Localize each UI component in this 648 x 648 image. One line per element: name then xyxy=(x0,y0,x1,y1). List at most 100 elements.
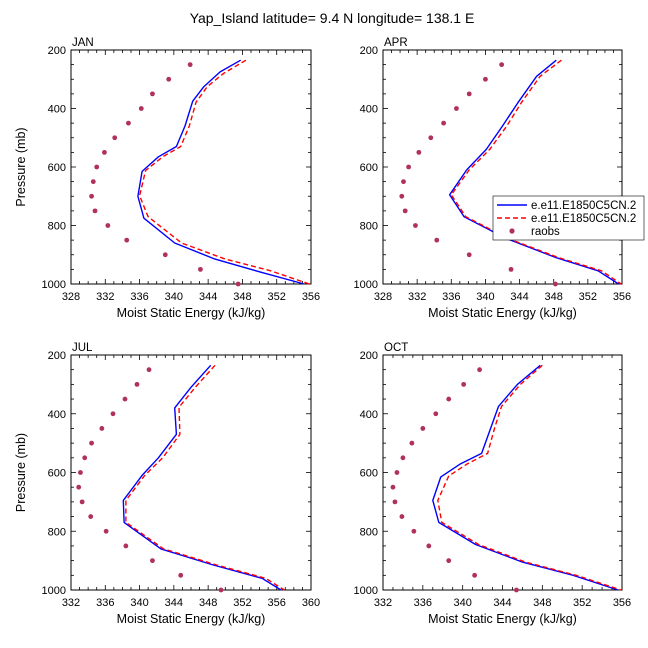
x-tick-label: 344 xyxy=(493,597,511,609)
raobs-point xyxy=(187,62,193,68)
raobs-point xyxy=(150,91,155,97)
panel-jan: 328 332 336 340 344 348 352 356 200 400 600 800 1000… xyxy=(14,37,320,320)
x-tick-label: 332 xyxy=(374,597,392,609)
raobs-point xyxy=(401,179,406,185)
raobs-point xyxy=(76,484,82,490)
y-tick-label: 1000 xyxy=(354,585,378,597)
y-axis-title: Pressure (mb) xyxy=(14,433,28,512)
figure-title: Yap_Island latitude= 9.4 N longitude= 13… xyxy=(190,10,475,26)
raobs-point xyxy=(406,164,412,170)
x-tick-label: 344 xyxy=(165,597,183,609)
x-tick-label: 356 xyxy=(613,597,631,609)
y-tick-label: 1000 xyxy=(42,279,66,291)
raobs-point xyxy=(82,455,88,461)
raobs-point xyxy=(150,558,155,564)
plot-frame xyxy=(70,354,312,591)
x-tick-label: 348 xyxy=(199,597,217,609)
x-tick-label: 356 xyxy=(268,597,286,609)
raobs-point xyxy=(103,528,109,534)
raobs-point xyxy=(508,266,514,272)
x-tick-label: 348 xyxy=(545,291,563,303)
x-tick-label: 340 xyxy=(165,291,183,303)
raobs-point xyxy=(90,179,96,185)
x-tick-label: 336 xyxy=(130,291,148,303)
y-tick-label: 200 xyxy=(360,350,378,362)
raobs-point xyxy=(110,411,116,417)
raobs-point xyxy=(399,193,405,199)
x-tick-label: 356 xyxy=(302,291,320,303)
raobs-point xyxy=(466,252,472,258)
model-line-dashed xyxy=(437,364,622,591)
raobs-point xyxy=(454,106,459,111)
panel-label: APR xyxy=(384,37,408,49)
raobs-point xyxy=(146,367,152,373)
model-line-solid xyxy=(137,59,305,285)
legend-box xyxy=(492,195,645,241)
raobs-point xyxy=(94,164,100,170)
raobs-point xyxy=(89,193,94,199)
raobs-point xyxy=(446,396,452,402)
x-tick-label: 348 xyxy=(533,597,551,609)
x-tick-label: 348 xyxy=(233,291,251,303)
raobs-point xyxy=(553,281,558,287)
panel-label: JAN xyxy=(72,37,94,49)
x-tick-label: 352 xyxy=(233,597,251,609)
legend-label-model-1: e.e11.E1850C5CN.2 xyxy=(531,200,636,212)
raobs-point xyxy=(99,426,105,431)
y-tick-label: 600 xyxy=(360,162,378,174)
raobs-point xyxy=(92,208,98,214)
raobs-point xyxy=(198,266,203,272)
x-tick-label: 328 xyxy=(374,291,392,303)
panel-apr: 328 332 336 340 344 348 352 356 200 400 600 800 1000… xyxy=(354,37,632,320)
y-tick-label: 400 xyxy=(360,104,378,116)
legend-swatch-dot xyxy=(509,228,515,234)
raobs-point xyxy=(472,572,478,578)
raobs-point xyxy=(499,62,505,68)
x-tick-label: 352 xyxy=(573,597,591,609)
x-tick-label: 332 xyxy=(62,597,80,609)
raobs-point xyxy=(105,223,111,228)
x-tick-label: 344 xyxy=(199,291,217,303)
y-tick-label: 600 xyxy=(48,162,66,174)
raobs-point xyxy=(400,455,406,461)
y-tick-label: 800 xyxy=(360,221,378,233)
x-tick-label: 340 xyxy=(453,597,471,609)
y-tick-label: 400 xyxy=(48,104,66,116)
y-tick-label: 1000 xyxy=(354,279,378,291)
raobs-point xyxy=(88,514,94,519)
x-tick-label: 356 xyxy=(613,291,631,303)
y-tick-label: 600 xyxy=(48,468,66,480)
x-axis-title: Moist Static Energy (kJ/kg) xyxy=(117,306,266,320)
y-axis-title: Pressure (mb) xyxy=(14,127,28,206)
model-line-dashed xyxy=(138,59,310,285)
raobs-point xyxy=(166,76,172,82)
raobs-point xyxy=(124,237,130,243)
y-tick-label: 400 xyxy=(360,409,378,421)
legend-label-raobs: raobs xyxy=(531,226,560,238)
model-line-dashed xyxy=(125,364,285,591)
raobs-point xyxy=(112,135,118,141)
raobs-point xyxy=(514,587,519,593)
raobs-point xyxy=(441,120,447,126)
raobs-point xyxy=(390,484,396,490)
panel-label: OCT xyxy=(384,342,408,354)
x-tick-label: 336 xyxy=(442,291,460,303)
raobs-point xyxy=(428,135,434,141)
x-axis-title: Moist Static Energy (kJ/kg) xyxy=(428,612,577,626)
raobs-point xyxy=(78,470,83,475)
raobs-point xyxy=(402,208,408,214)
model-line-solid xyxy=(432,364,619,591)
raobs-point xyxy=(89,440,94,446)
x-tick-label: 332 xyxy=(408,291,426,303)
raobs-point xyxy=(446,558,452,564)
x-tick-label: 336 xyxy=(414,597,432,609)
raobs-point xyxy=(126,120,131,126)
panel-oct: 332 336 340 344 348 352 356 200 400 600 800 1000 OCT… xyxy=(354,342,632,626)
model-line-solid xyxy=(448,59,619,285)
raobs-point xyxy=(409,440,415,446)
raobs-point xyxy=(138,106,144,111)
panel-jul: 332 336 340 344 348 352 356 360 200 400 600 800 1000… xyxy=(14,342,320,626)
raobs-point xyxy=(162,252,168,258)
plot-frame xyxy=(382,49,623,285)
